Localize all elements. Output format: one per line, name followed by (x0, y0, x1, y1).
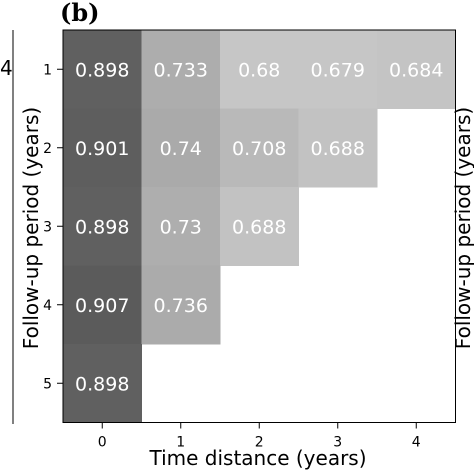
x-axis-label: Time distance (years) (148, 446, 366, 470)
cell-value-label: 0.74 (160, 138, 202, 160)
cell-value-label: 0.688 (232, 216, 286, 238)
heatmap-cell (141, 265, 221, 345)
x-tick-label: 2 (255, 435, 264, 451)
partial-left-value: 4 (0, 56, 13, 80)
cell-value-label: 0.733 (154, 59, 208, 81)
heatmap-cell (298, 108, 378, 188)
cell-value-label: 0.736 (154, 295, 208, 317)
heatmap-cell (220, 108, 299, 188)
heatmap-cell (63, 344, 142, 423)
cell-value-label: 0.898 (75, 373, 129, 395)
y-tick-label: 3 (43, 219, 52, 235)
x-tick-label: 3 (333, 435, 342, 451)
heatmap-cell (220, 30, 299, 109)
heatmap-cell (141, 108, 221, 188)
heatmap-cell (141, 187, 221, 266)
y-tick-label: 4 (43, 298, 52, 314)
cell-value-label: 0.907 (75, 295, 129, 317)
y-tick-label: 2 (43, 141, 52, 157)
x-tick-label: 0 (98, 435, 107, 451)
heatmap-cell (63, 108, 142, 188)
cell-value-label: 0.679 (311, 59, 365, 81)
y-tick-label: 5 (43, 376, 52, 392)
x-tick-label: 1 (176, 435, 185, 451)
heatmap-cell (377, 30, 456, 109)
heatmap-cell (141, 30, 221, 109)
heatmap-cell (63, 187, 142, 266)
tick-labels: 0 1 2 3 4 1 2 3 4 5 (43, 62, 421, 450)
x-tick-label: 4 (412, 435, 421, 451)
cell-value-label: 0.708 (232, 138, 286, 160)
cell-value-label: 0.901 (75, 138, 129, 160)
heatmap-cell (220, 187, 299, 266)
cell-value-label: 0.684 (389, 59, 443, 81)
cell-value-label: 0.898 (75, 59, 129, 81)
cell-value-label: 0.73 (160, 216, 202, 238)
axes (12, 29, 456, 429)
cell-labels: 0.898 0.733 0.68 0.679 0.684 0.901 0.74 0.708 0.… (75, 59, 443, 395)
heatmap-cells (63, 30, 456, 423)
heatmap-cell (63, 30, 142, 109)
right-y-axis-label: Follow-up period (years) (451, 107, 474, 349)
cell-value-label: 0.688 (311, 138, 365, 160)
heatmap-cell (298, 30, 378, 109)
panel-label: (b) (60, 0, 100, 27)
cell-value-label: 0.68 (238, 59, 280, 81)
heatmap-cell (63, 265, 142, 345)
y-axis-label: Follow-up period (years) (19, 107, 43, 349)
y-tick-label: 1 (43, 62, 52, 78)
cell-value-label: 0.898 (75, 216, 129, 238)
